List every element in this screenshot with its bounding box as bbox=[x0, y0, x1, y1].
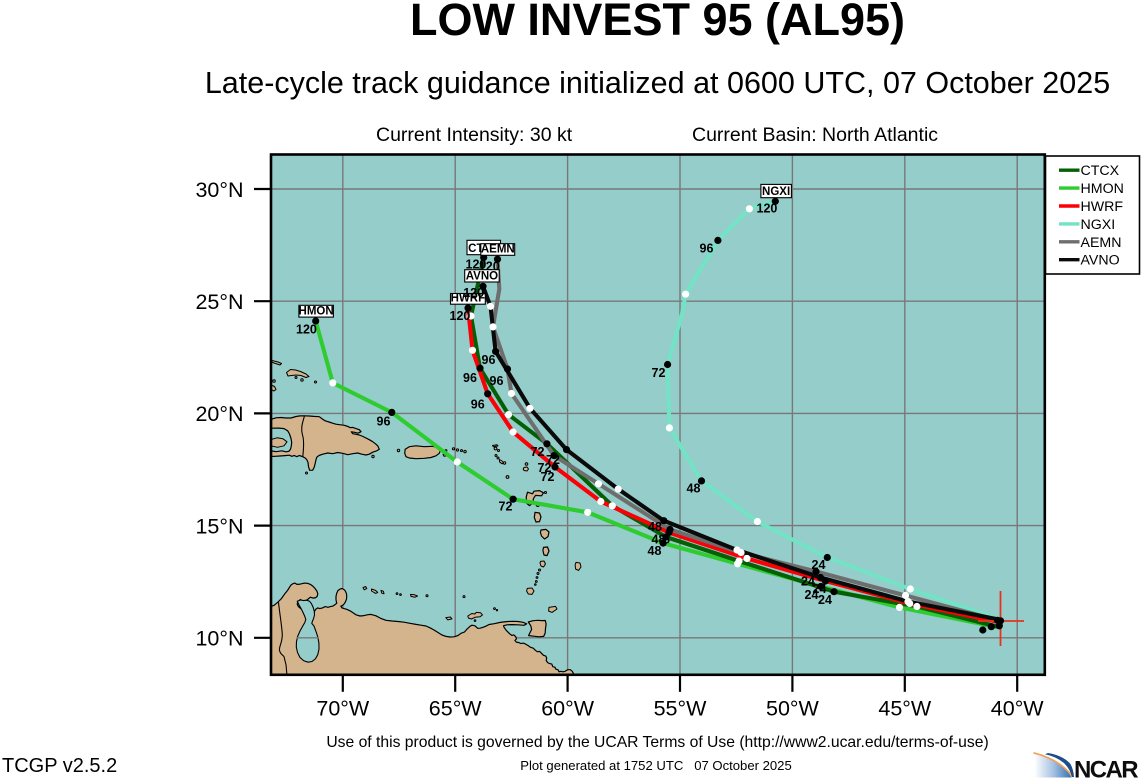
svg-text:120: 120 bbox=[296, 323, 317, 337]
svg-text:24: 24 bbox=[801, 575, 815, 589]
svg-text:Current Intensity: 30 kt: Current Intensity: 30 kt bbox=[376, 124, 573, 146]
svg-text:24: 24 bbox=[812, 558, 826, 572]
svg-text:120: 120 bbox=[757, 202, 778, 216]
svg-text:AVNO: AVNO bbox=[1081, 253, 1120, 269]
svg-text:96: 96 bbox=[377, 415, 391, 429]
svg-text:120: 120 bbox=[450, 309, 471, 323]
svg-text:15°N: 15°N bbox=[195, 514, 243, 538]
svg-text:120: 120 bbox=[463, 286, 484, 300]
svg-text:72: 72 bbox=[538, 461, 552, 475]
svg-text:48: 48 bbox=[687, 482, 701, 496]
svg-text:Use of this product is governe: Use of this product is governed by the U… bbox=[326, 734, 988, 751]
svg-text:96: 96 bbox=[463, 371, 477, 385]
svg-text:72: 72 bbox=[531, 445, 545, 459]
svg-text:TCGP v2.5.2: TCGP v2.5.2 bbox=[2, 755, 117, 777]
svg-text:96: 96 bbox=[490, 374, 504, 388]
svg-text:48: 48 bbox=[648, 544, 662, 558]
svg-text:AEMN: AEMN bbox=[1081, 235, 1122, 251]
svg-text:8: 8 bbox=[663, 533, 670, 547]
svg-text:120: 120 bbox=[466, 257, 487, 271]
svg-text:AVNO: AVNO bbox=[466, 270, 498, 282]
svg-text:65°W: 65°W bbox=[429, 697, 483, 721]
svg-text:48: 48 bbox=[652, 533, 666, 547]
svg-text:50°W: 50°W bbox=[766, 697, 820, 721]
svg-text:24: 24 bbox=[818, 593, 832, 607]
svg-text:24: 24 bbox=[813, 582, 827, 596]
svg-text:Current Basin: North Atlantic: Current Basin: North Atlantic bbox=[692, 124, 938, 146]
svg-text:72: 72 bbox=[652, 366, 666, 380]
svg-text:LOW INVEST 95 (AL95): LOW INVEST 95 (AL95) bbox=[410, 0, 905, 45]
svg-text:60°W: 60°W bbox=[541, 697, 595, 721]
svg-text:72: 72 bbox=[541, 470, 555, 484]
svg-text:48: 48 bbox=[648, 520, 662, 534]
svg-text:AEMN: AEMN bbox=[481, 244, 515, 256]
svg-text:40°W: 40°W bbox=[991, 697, 1045, 721]
svg-text:25°N: 25°N bbox=[195, 290, 243, 314]
svg-text:NGXI: NGXI bbox=[762, 186, 790, 198]
svg-text:CTCX: CTCX bbox=[1081, 163, 1120, 179]
svg-text:10°N: 10°N bbox=[195, 627, 243, 651]
svg-text:HMON: HMON bbox=[299, 306, 334, 318]
svg-text:HMON: HMON bbox=[1081, 181, 1124, 197]
svg-text:Plot generated at 1752 UTC 0: Plot generated at 1752 UTC 07 October 20… bbox=[520, 758, 792, 773]
svg-text:96: 96 bbox=[700, 242, 714, 256]
svg-text:NCAR: NCAR bbox=[1074, 757, 1138, 780]
svg-text:72: 72 bbox=[546, 453, 560, 467]
svg-text:55°W: 55°W bbox=[654, 697, 708, 721]
svg-text:96: 96 bbox=[471, 398, 485, 412]
svg-text:24: 24 bbox=[805, 588, 819, 602]
svg-text:HWRF: HWRF bbox=[1081, 199, 1124, 215]
svg-text:72: 72 bbox=[499, 500, 513, 514]
svg-text:HWRF: HWRF bbox=[451, 293, 486, 305]
svg-text:70°W: 70°W bbox=[316, 697, 370, 721]
svg-text:Late-cycle track guidance init: Late-cycle track guidance initialized at… bbox=[205, 66, 1110, 100]
svg-text:96: 96 bbox=[482, 353, 496, 367]
svg-text:30°N: 30°N bbox=[195, 178, 243, 202]
svg-text:45°W: 45°W bbox=[878, 697, 932, 721]
svg-text:20°N: 20°N bbox=[195, 402, 243, 426]
svg-text:NGXI: NGXI bbox=[1081, 217, 1116, 233]
